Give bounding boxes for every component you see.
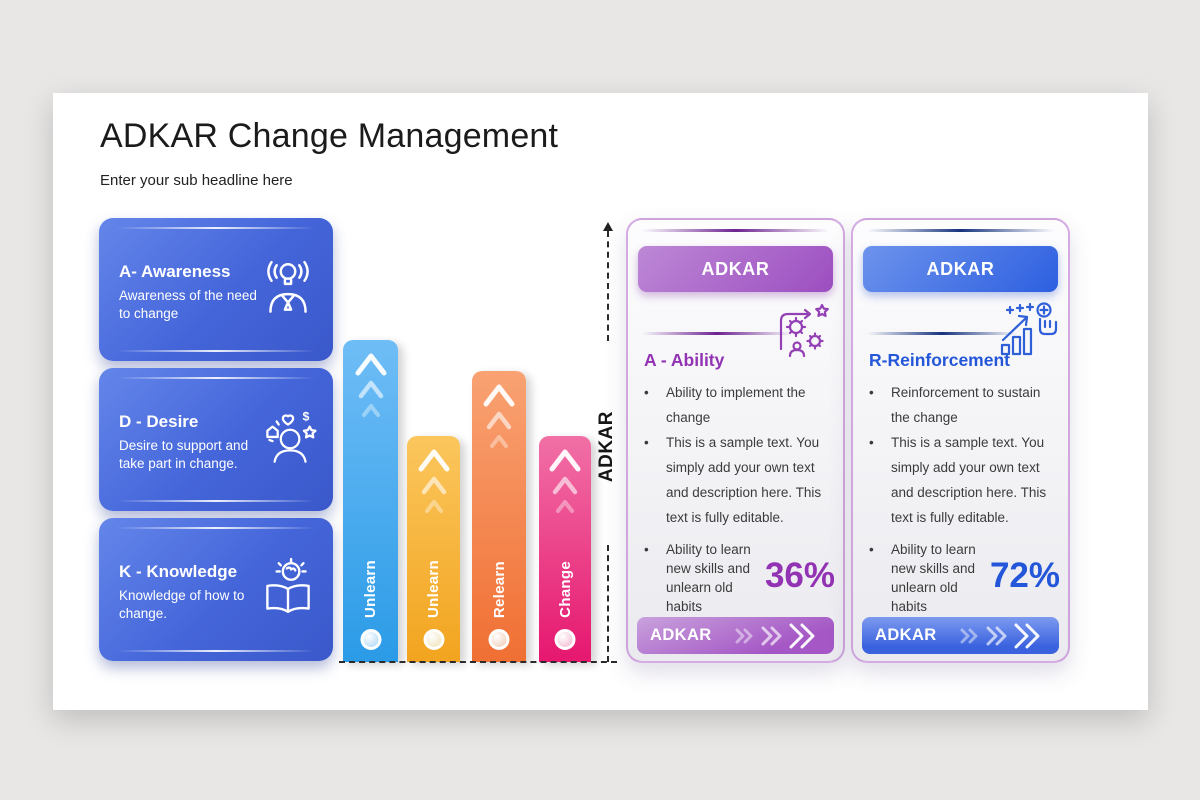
bullet-dot: •	[869, 385, 874, 400]
reinforcement-footer-label: ADKAR	[875, 626, 937, 644]
reinforcement-header-badge[interactable]: ADKAR	[863, 246, 1058, 292]
reinforcement-bullet-1: • Reinforcement to sustain the change	[869, 380, 1060, 430]
card-highlight-line	[117, 350, 315, 352]
card-highlight-line	[117, 377, 315, 379]
book-brain-icon	[255, 556, 321, 622]
growth-hand-reinforce-icon	[994, 298, 1058, 364]
person-wishes-icon: $	[255, 406, 321, 472]
bar-label: Unlearn	[425, 560, 442, 618]
card-highlight-line	[117, 227, 315, 229]
up-chevrons-icon	[414, 444, 454, 521]
bar-unlearn-1[interactable]: Unlearn	[343, 340, 398, 662]
bar-label: Change	[556, 561, 574, 618]
gears-process-star-icon	[769, 298, 833, 364]
ability-footer-label: ADKAR	[650, 626, 712, 644]
reinforcement-stat-row: • Ability to learn new skills and unlear…	[869, 540, 1060, 616]
ability-bullet-1: • Ability to implement the change	[644, 380, 835, 430]
bullet-dot: •	[644, 385, 649, 400]
up-chevrons-icon	[351, 348, 391, 425]
person-idea-broadcast-icon	[255, 256, 321, 322]
reinforcement-card-title: R-Reinforcement	[869, 350, 1010, 370]
up-chevrons-icon	[479, 379, 519, 456]
ability-stat-value: 36%	[764, 556, 835, 595]
bar-dot-icon	[488, 629, 510, 650]
reinforcement-footer-bar[interactable]: ADKAR	[862, 617, 1059, 654]
right-chevrons-icon	[733, 621, 821, 651]
bar-dot-icon	[423, 629, 444, 650]
knowledge-card-title: K - Knowledge	[119, 562, 238, 581]
ability-card-title: A - Ability	[644, 350, 725, 370]
desire-card-title: D - Desire	[119, 412, 199, 431]
ability-card: ADKAR A - Ability • Ability to implement…	[626, 218, 845, 663]
awareness-card[interactable]: A- Awareness Awareness of the need to ch…	[99, 218, 333, 361]
bar-change[interactable]: Change	[539, 436, 591, 662]
bullet-dot: •	[869, 542, 874, 557]
bullet-dot: •	[644, 542, 649, 557]
desire-card-description: Desire to support and take part in chang…	[119, 438, 249, 471]
bar-relearn[interactable]: Relearn	[472, 371, 526, 662]
awareness-card-description: Awareness of the need to change	[119, 288, 257, 321]
right-chevrons-icon	[958, 621, 1046, 651]
svg-text:$: $	[302, 409, 309, 423]
reinforcement-stat-value: 72%	[989, 556, 1060, 595]
card-highlight-line	[117, 650, 315, 652]
bullet-dot: •	[644, 435, 649, 450]
axis-dashed-line-upper	[607, 231, 609, 341]
page-subtitle: Enter your sub headline here	[100, 172, 293, 189]
card-highlight-line	[117, 500, 315, 502]
knowledge-card[interactable]: K - Knowledge Knowledge of how to change…	[99, 518, 333, 661]
axis-dashed-line-lower	[607, 545, 609, 662]
bar-label: Unlearn	[362, 560, 379, 618]
bar-dot-icon	[360, 629, 381, 650]
decorative-line	[867, 332, 1017, 335]
decorative-line	[642, 332, 792, 335]
page-title: ADKAR Change Management	[100, 117, 559, 155]
ability-header-badge[interactable]: ADKAR	[638, 246, 833, 292]
decorative-line	[642, 229, 829, 232]
axis-arrow-up-icon	[603, 222, 613, 231]
up-chevrons-icon	[545, 444, 585, 521]
axis-label: ADKAR	[596, 411, 617, 483]
ability-bullet-2: • This is a sample text. You simply add …	[644, 430, 835, 530]
ability-footer-bar[interactable]: ADKAR	[637, 617, 834, 654]
bullet-dot: •	[869, 435, 874, 450]
decorative-line	[867, 229, 1054, 232]
card-highlight-line	[117, 527, 315, 529]
baseline-dashed-line	[339, 661, 617, 663]
slide: ADKAR Change Management Enter your sub h…	[53, 93, 1148, 710]
bar-dot-icon	[554, 629, 576, 650]
reinforcement-stat-label: Ability to learn new skills and unlearn …	[891, 542, 976, 614]
awareness-card-title: A- Awareness	[119, 262, 231, 281]
desire-card[interactable]: D - Desire Desire to support and take pa…	[99, 368, 333, 511]
bar-unlearn-2[interactable]: Unlearn	[407, 436, 460, 662]
bar-label: Relearn	[490, 560, 508, 618]
ability-stat-label: Ability to learn new skills and unlearn …	[666, 542, 751, 614]
knowledge-card-description: Knowledge of how to change.	[119, 588, 245, 621]
ability-stat-row: • Ability to learn new skills and unlear…	[644, 540, 835, 616]
reinforcement-card: ADKAR R-Reinforcement • Reinfor	[851, 218, 1070, 663]
reinforcement-bullet-2: • This is a sample text. You simply add …	[869, 430, 1060, 530]
